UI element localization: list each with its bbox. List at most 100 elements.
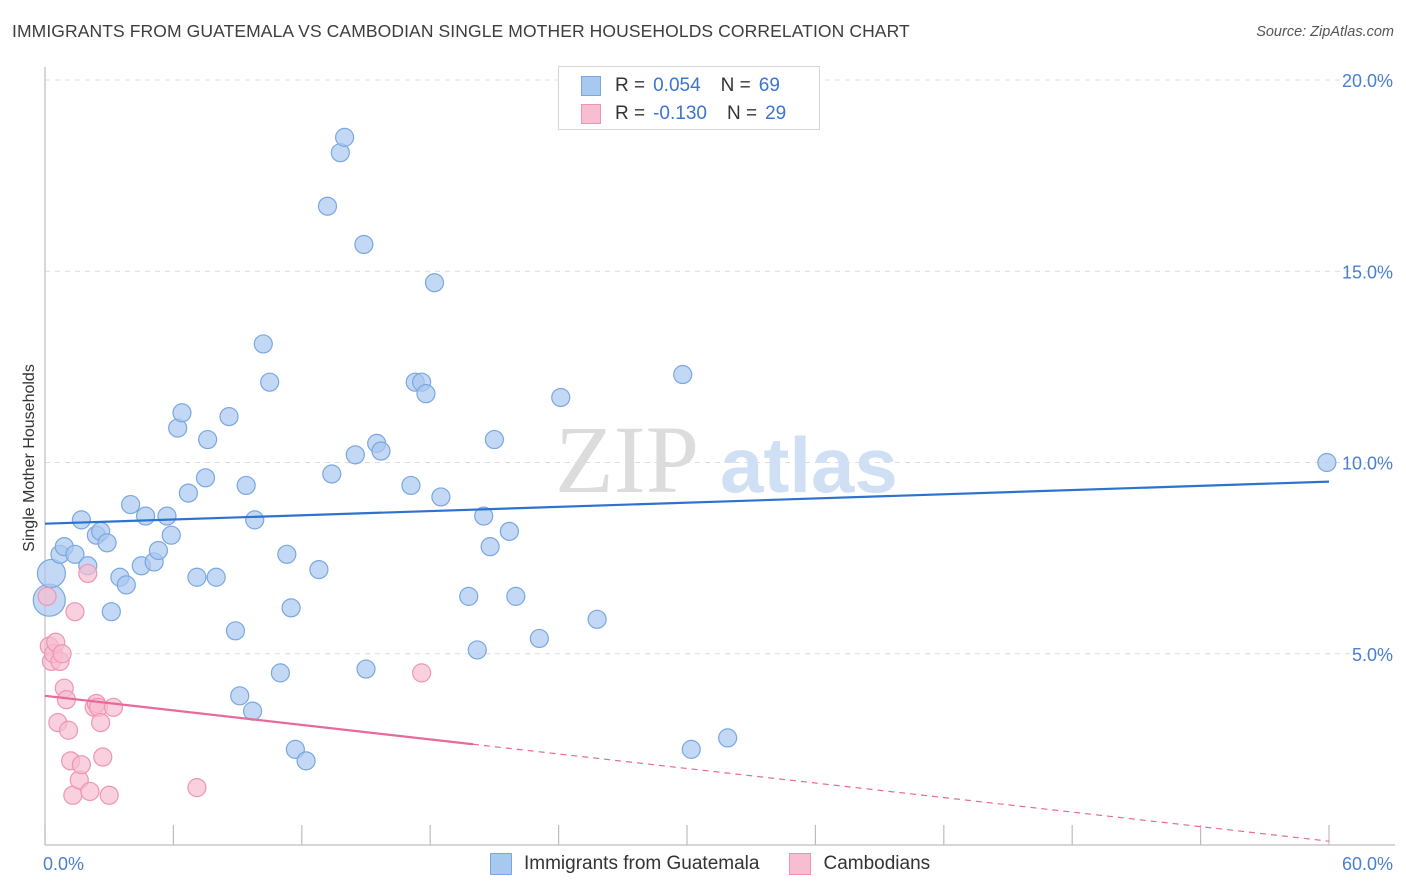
point-cambodians [52,644,72,664]
legend-row-guatemala: R = 0.054 N = 69 [581,73,780,99]
point-guatemala [551,387,571,408]
point-guatemala [178,483,198,503]
point-cambodians [58,720,79,740]
point-guatemala [296,751,316,771]
series-legend-guatemala[interactable]: Immigrants from Guatemala [490,853,759,875]
point-guatemala [277,544,297,564]
point-guatemala [718,728,738,748]
point-guatemala [116,575,136,595]
point-guatemala [467,640,487,660]
point-guatemala [416,384,436,404]
point-guatemala [673,364,693,385]
chart-title: IMMIGRANTS FROM GUATEMALA VS CAMBODIAN S… [12,21,910,41]
point-guatemala [97,533,117,553]
point-guatemala [270,663,290,683]
legend-swatch-guatemala [581,76,601,96]
y-tick-label: 15.0% [1342,262,1393,282]
point-guatemala [506,586,526,606]
watermark-zip: ZIP [555,406,699,513]
point-guatemala [401,475,421,496]
series-legend-cambodians[interactable]: Cambodians [789,853,930,875]
point-guatemala [230,686,250,706]
y-tick-label: 20.0% [1342,71,1393,91]
point-cambodians [65,602,85,622]
series-swatch-guatemala [490,853,512,875]
point-guatemala [135,506,156,526]
point-guatemala [242,701,263,721]
points [32,127,1337,805]
point-cambodians [71,755,91,775]
trend-line-cambodians [44,694,474,746]
point-guatemala [459,586,479,606]
y-tick-label: 10.0% [1342,454,1393,474]
point-guatemala [36,558,67,589]
grid-lines [45,79,1395,655]
point-guatemala [65,544,85,564]
point-guatemala [281,598,301,618]
legend-row-cambodians: R = -0.130 N = 29 [581,101,786,127]
point-guatemala [587,609,607,629]
watermark: ZIP atlas [555,406,898,513]
point-guatemala [345,445,365,465]
axes: 5.0% 10.0% 15.0% 20.0% 0.0% 60.0% [43,67,1395,874]
y-axis-label: Single Mother Households [21,364,38,552]
y-tick-label: 5.0% [1352,645,1393,665]
point-guatemala [187,567,207,587]
point-guatemala [225,621,246,641]
point-cambodians [91,712,111,733]
point-guatemala [253,334,273,354]
point-guatemala [236,475,256,496]
point-guatemala [245,510,265,530]
legend-r-value: 0.054 [653,75,701,96]
point-guatemala [499,521,519,541]
point-guatemala [474,506,494,526]
point-guatemala [206,567,226,587]
point-guatemala [161,525,181,545]
x-tick-label: 60.0% [1342,854,1393,874]
point-cambodians [187,778,207,798]
point-guatemala [198,429,218,450]
point-guatemala [354,234,374,255]
point-guatemala [121,494,141,515]
point-guatemala [157,506,177,526]
point-guatemala [219,407,239,427]
point-cambodians [78,563,98,584]
point-guatemala [317,196,338,216]
point-guatemala [480,537,500,557]
point-cambodians [37,586,57,606]
point-cambodians [99,785,119,805]
point-guatemala [309,559,329,580]
point-guatemala [371,441,391,461]
chart-source: Source: ZipAtlas.com [1256,24,1394,40]
point-guatemala [529,628,549,649]
point-guatemala [424,273,445,293]
point-guatemala [172,403,192,423]
correlation-legend: R = 0.054 N = 69 R = -0.130 N = 29 [558,66,820,130]
point-guatemala [322,464,342,484]
point-guatemala [681,739,701,759]
legend-n-value: 29 [765,103,787,124]
legend-r-label: R = [615,103,646,124]
point-guatemala [484,429,504,450]
point-guatemala [356,659,376,679]
point-cambodians [412,663,432,683]
legend-r-label: R = [615,75,646,96]
trend-line-cambodians-extension [472,743,1330,842]
series-label-guatemala: Immigrants from Guatemala [524,853,760,874]
point-guatemala [148,540,169,561]
legend-swatch-cambodians [581,104,601,124]
series-legend: Immigrants from Guatemala Cambodians [490,852,960,876]
series-swatch-cambodians [789,853,812,875]
point-cambodians [80,781,100,802]
point-cambodians [93,747,113,767]
point-guatemala [71,510,91,530]
legend-r-value: -0.130 [653,103,707,124]
point-guatemala [101,602,121,622]
legend-n-label: N = [726,103,758,124]
x-tick-label: 0.0% [43,854,84,874]
point-guatemala [195,468,216,488]
trend-line-guatemala [44,480,1330,525]
legend-n-value: 69 [758,75,780,96]
point-guatemala [260,372,280,392]
